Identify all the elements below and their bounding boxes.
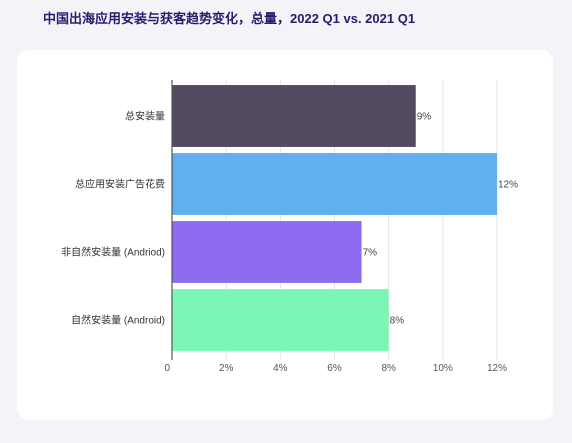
bar xyxy=(172,221,362,283)
data-label: 12% xyxy=(498,180,518,191)
bars xyxy=(172,85,497,351)
bar xyxy=(172,289,389,351)
labels: 0 2% 4% 6% 8% 10% 12% 总安装量 9% 总应用安装广告花费 12% 非自然安装量 … xyxy=(61,110,518,375)
x-tick-label: 6% xyxy=(327,363,342,374)
x-tick-label: 4% xyxy=(273,363,288,374)
bar xyxy=(172,85,416,147)
chart-title: 中国出海应用安装与获客趋势变化，总量，2022 Q1 vs. 2021 Q1 xyxy=(43,11,416,26)
bar xyxy=(172,153,497,215)
x-tick-label: 12% xyxy=(487,363,507,374)
x-tick-label: 10% xyxy=(433,363,453,374)
data-label: 9% xyxy=(417,112,432,123)
category-label: 总安装量 xyxy=(125,110,165,123)
x-tick-label: 0 xyxy=(164,363,170,374)
x-tick-label: 8% xyxy=(381,363,396,374)
data-label: 7% xyxy=(363,248,378,259)
category-label: 非自然安装量 (Andriod) xyxy=(61,246,165,259)
category-label: 总应用安装广告花费 xyxy=(75,178,165,191)
data-label: 8% xyxy=(390,316,405,327)
category-label: 自然安装量 (Android) xyxy=(71,314,165,327)
x-tick-label: 2% xyxy=(219,363,234,374)
